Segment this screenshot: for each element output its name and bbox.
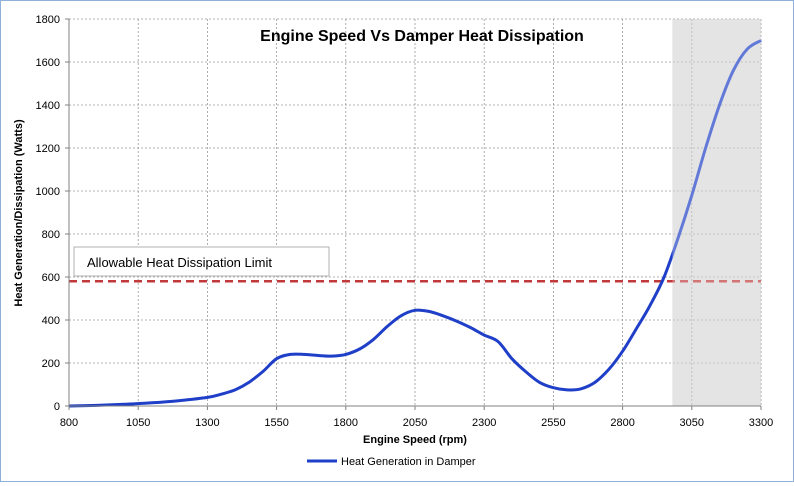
x-tick-label: 3300: [749, 417, 773, 429]
y-tick-label: 1800: [36, 14, 60, 26]
y-axis-title: Heat Generation/Dissipation (Watts): [13, 119, 25, 307]
y-tick-label: 200: [42, 358, 60, 370]
grid-layer: [69, 18, 762, 406]
y-tick-label: 400: [42, 315, 60, 327]
chart-title: Engine Speed Vs Damper Heat Dissipation: [260, 28, 584, 45]
series-line: [68, 39, 762, 408]
x-tick-label: 2550: [541, 417, 565, 429]
y-tick-label: 1400: [36, 100, 60, 112]
shaded-region-overlay: [672, 19, 761, 406]
reference-label-box: [73, 246, 330, 277]
x-tick-label: 800: [60, 417, 78, 429]
y-tick-label: 800: [42, 229, 60, 241]
y-tick-label: 0: [54, 401, 60, 413]
legend-label: Heat Generation in Damper: [341, 456, 476, 468]
reference-label: Allowable Heat Dissipation Limit: [87, 255, 272, 270]
x-tick-label: 2300: [472, 417, 496, 429]
axis-layer: [65, 18, 762, 410]
x-tick-label: 1550: [264, 417, 288, 429]
y-tick-label: 600: [42, 272, 60, 284]
x-tick-label: 2050: [403, 417, 427, 429]
tick-label-layer: 800 1050 1300 1550 1800 2050 2300 2550 2800 3050 3…: [36, 14, 774, 429]
x-tick-label: 1800: [334, 417, 358, 429]
x-tick-label: 1050: [126, 417, 150, 429]
y-tick-label: 1200: [36, 143, 60, 155]
legend: Heat Generation in Damper: [307, 456, 476, 468]
x-tick-label: 1300: [195, 417, 219, 429]
y-tick-label: 1000: [36, 186, 60, 198]
series-layer: [68, 19, 762, 408]
x-tick-label: 2800: [610, 417, 634, 429]
y-tick-label: 1600: [36, 57, 60, 69]
x-axis-title: Engine Speed (rpm): [363, 434, 467, 446]
x-tick-label: 3050: [680, 417, 704, 429]
